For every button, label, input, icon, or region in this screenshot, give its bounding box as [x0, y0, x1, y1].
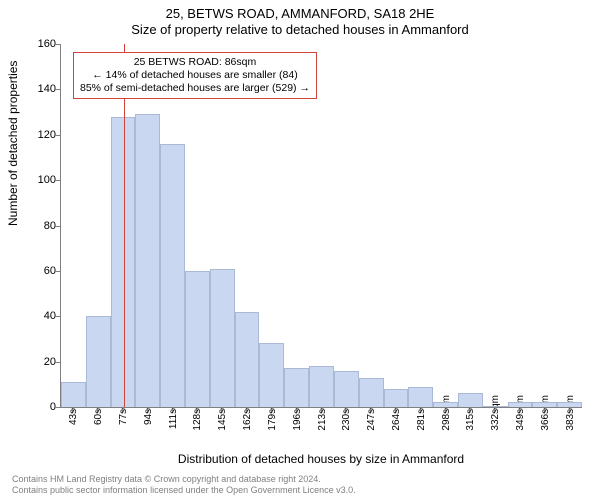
- histogram-bar: [235, 312, 260, 407]
- annotation-line1: 25 BETWS ROAD: 86sqm: [80, 56, 310, 69]
- histogram-bar: [384, 389, 409, 407]
- ytick-label: 60: [16, 265, 56, 277]
- annotation-box: 25 BETWS ROAD: 86sqm← 14% of detached ho…: [73, 52, 317, 99]
- ytick-label: 160: [16, 38, 56, 50]
- histogram-bar: [61, 382, 86, 407]
- plot-area: 25 BETWS ROAD: 86sqm← 14% of detached ho…: [60, 44, 582, 408]
- ytick-label: 0: [16, 401, 56, 413]
- footer-attribution: Contains HM Land Registry data © Crown c…: [12, 474, 356, 496]
- footer-line1: Contains HM Land Registry data © Crown c…: [12, 474, 356, 485]
- histogram-bar: [408, 387, 433, 407]
- title-subtitle: Size of property relative to detached ho…: [0, 22, 600, 37]
- histogram-bar: [86, 316, 111, 407]
- histogram-bar: [433, 402, 458, 407]
- histogram-bar: [359, 378, 384, 407]
- ytick-label: 100: [16, 174, 56, 186]
- histogram-bar: [210, 269, 235, 407]
- footer-line2: Contains public sector information licen…: [12, 485, 356, 496]
- histogram-bar: [532, 402, 557, 407]
- ytick-label: 80: [16, 220, 56, 232]
- ytick-label: 40: [16, 310, 56, 322]
- histogram-bar: [508, 402, 533, 407]
- histogram-bar: [160, 144, 185, 407]
- histogram-bar: [557, 402, 582, 407]
- histogram-bar: [185, 271, 210, 407]
- ytick-label: 20: [16, 356, 56, 368]
- histogram-bar: [259, 343, 284, 407]
- x-axis-label: Distribution of detached houses by size …: [60, 452, 582, 466]
- histogram-bar: [458, 393, 483, 407]
- title-address: 25, BETWS ROAD, AMMANFORD, SA18 2HE: [0, 6, 600, 21]
- histogram-bar: [309, 366, 334, 407]
- annotation-line2: ← 14% of detached houses are smaller (84…: [80, 69, 310, 82]
- ytick-label: 140: [16, 83, 56, 95]
- histogram-bar: [334, 371, 359, 407]
- histogram-bar: [135, 114, 160, 407]
- ytick-label: 120: [16, 129, 56, 141]
- annotation-line3: 85% of semi-detached houses are larger (…: [80, 82, 310, 95]
- histogram-bar: [483, 406, 508, 407]
- histogram-bar: [284, 368, 309, 407]
